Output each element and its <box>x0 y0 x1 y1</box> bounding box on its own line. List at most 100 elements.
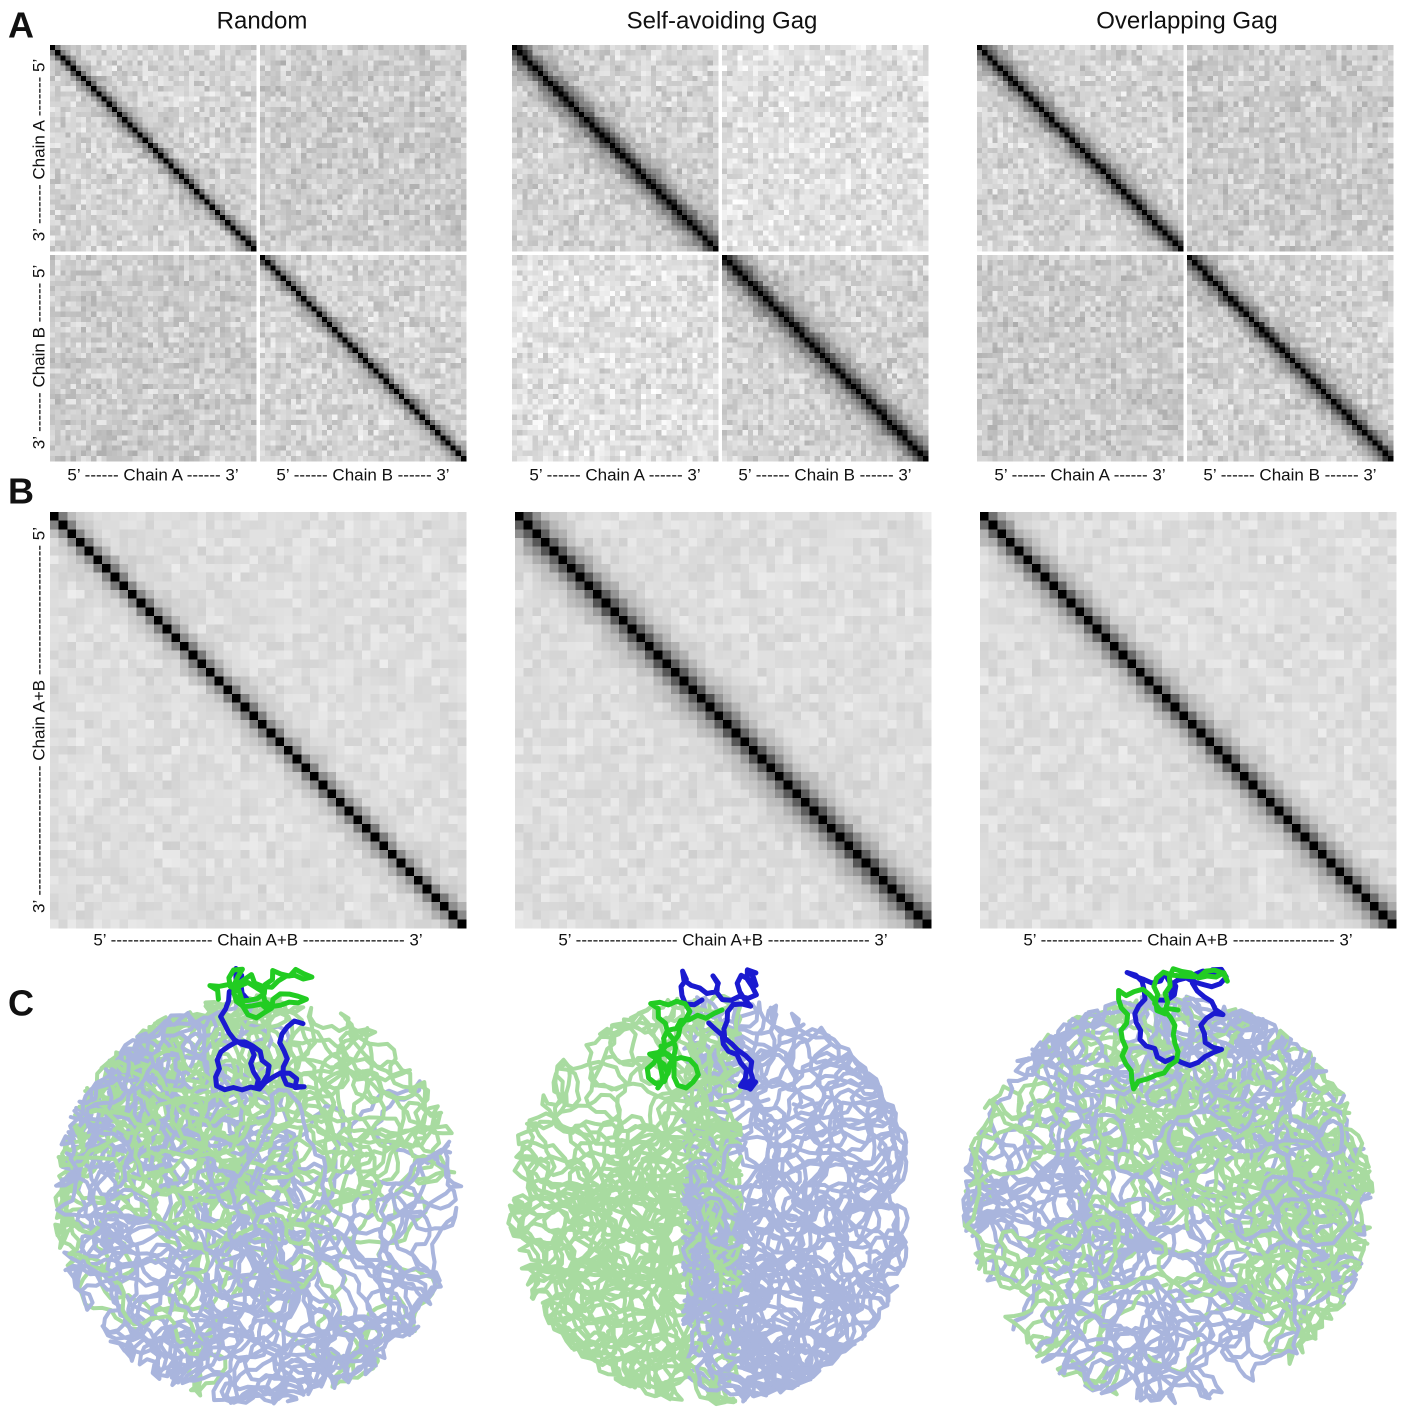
heatmap-cell <box>251 184 257 190</box>
heatmap-cell <box>425 91 431 97</box>
heatmap-cell <box>66 394 72 400</box>
heatmap-cell <box>179 399 185 405</box>
heatmap-cell <box>246 260 252 266</box>
heatmap-cell <box>420 143 426 149</box>
heatmap-cell <box>241 373 247 379</box>
heatmap-cell <box>71 138 77 144</box>
heatmap-cell <box>337 112 343 118</box>
heatmap-cell <box>235 55 241 61</box>
heatmap-cell <box>348 91 354 97</box>
heatmap-cell <box>225 425 231 431</box>
heatmap-cell <box>286 148 292 154</box>
heatmap-cell <box>342 210 348 216</box>
heatmap-cell <box>246 230 252 236</box>
heatmap-cell <box>174 45 180 51</box>
heatmap-cell <box>420 220 426 226</box>
heatmap-cell <box>368 184 374 190</box>
heatmap-cell <box>117 153 123 159</box>
heatmap-cell <box>342 179 348 185</box>
heatmap-cell <box>384 276 390 282</box>
heatmap-cell <box>112 343 118 349</box>
heatmap-cell <box>215 404 221 410</box>
heatmap-cell <box>194 363 200 369</box>
heatmap-cell <box>394 133 400 139</box>
heatmap-cell <box>158 363 164 369</box>
heatmap-cell <box>368 236 374 242</box>
heatmap-cell <box>60 127 66 133</box>
heatmap-cell <box>430 270 436 276</box>
heatmap-cell <box>102 163 108 169</box>
heatmap-cell <box>246 122 252 128</box>
heatmap-cell <box>143 230 149 236</box>
heatmap-cell <box>430 260 436 266</box>
heatmap-cell <box>91 215 97 221</box>
heatmap-cell <box>241 410 247 416</box>
heatmap-cell <box>112 384 118 390</box>
heatmap-cell <box>117 112 123 118</box>
heatmap-cell <box>71 241 77 247</box>
heatmap-cell <box>66 327 72 333</box>
heatmap-cell <box>327 112 333 118</box>
heatmap-cell <box>404 148 410 154</box>
heatmap-cell <box>451 236 457 242</box>
heatmap-cell <box>317 194 323 200</box>
heatmap-cell <box>168 189 174 195</box>
heatmap-cell <box>353 102 359 108</box>
heatmap-cell <box>215 158 221 164</box>
heatmap-cell <box>199 348 205 354</box>
heatmap-cell <box>415 225 421 231</box>
heatmap-cell <box>348 127 354 133</box>
heatmap-cell <box>425 133 431 139</box>
heatmap-cell <box>184 50 190 56</box>
heatmap-cell <box>451 97 457 103</box>
heatmap-cell <box>81 327 87 333</box>
heatmap-cell <box>225 291 231 297</box>
heatmap-cell <box>76 71 82 77</box>
heatmap-cell <box>122 435 128 441</box>
heatmap-cell <box>440 236 446 242</box>
heatmap-cell <box>291 163 297 169</box>
heatmap-cell <box>415 215 421 221</box>
heatmap-cell <box>430 86 436 92</box>
heatmap-cell <box>225 394 231 400</box>
heatmap-cell <box>220 301 226 307</box>
heatmap-cell <box>404 133 410 139</box>
heatmap-cell <box>425 45 431 51</box>
heatmap-cell <box>210 210 216 216</box>
heatmap-cell <box>76 343 82 349</box>
heatmap-cell <box>301 76 307 82</box>
heatmap-cell <box>220 332 226 338</box>
heatmap-cell <box>291 133 297 139</box>
heatmap-cell <box>50 291 56 297</box>
heatmap-cell <box>102 430 108 436</box>
heatmap-cell <box>184 291 190 297</box>
heatmap-cell <box>348 133 354 139</box>
heatmap-cell <box>91 281 97 287</box>
heatmap-cell <box>158 241 164 247</box>
heatmap-cell <box>168 102 174 108</box>
heatmap-cell <box>117 55 123 61</box>
heatmap-cell <box>358 265 364 271</box>
heatmap-cell <box>194 102 200 108</box>
heatmap-cell <box>235 307 241 313</box>
heatmap-cell <box>306 148 312 154</box>
heatmap-cell <box>122 184 128 190</box>
heatmap-cell <box>265 143 271 149</box>
heatmap-cell <box>270 45 276 51</box>
heatmap-cell <box>215 45 221 51</box>
heatmap-cell <box>60 50 66 56</box>
heatmap-cell <box>399 55 405 61</box>
heatmap-cell <box>317 102 323 108</box>
heatmap-cell <box>225 332 231 338</box>
heatmap-cell <box>132 260 138 266</box>
heatmap-cell <box>148 337 154 343</box>
heatmap-cell <box>440 225 446 231</box>
heatmap-cell <box>430 255 436 261</box>
heatmap-cell <box>394 55 400 61</box>
heatmap-cell <box>230 348 236 354</box>
heatmap-cell <box>50 394 56 400</box>
heatmap-cell <box>55 451 61 457</box>
heatmap-cell <box>55 332 61 338</box>
heatmap-cell <box>194 451 200 457</box>
heatmap-cell <box>71 61 77 67</box>
